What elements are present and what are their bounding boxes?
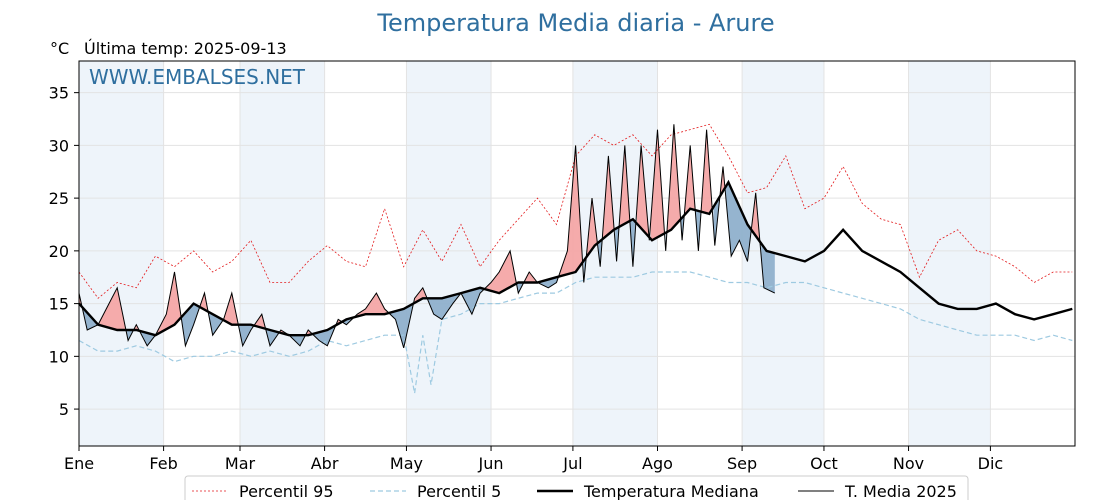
fill-below-median xyxy=(390,302,415,348)
fill-above-median xyxy=(650,129,666,241)
legend-label-median: Temperatura Mediana xyxy=(583,482,759,500)
fill-above-median xyxy=(684,145,696,215)
x-tick-label: Feb xyxy=(149,454,177,473)
y-tick-label: 35 xyxy=(49,84,69,103)
plot-frame xyxy=(78,60,1076,447)
series-line-median xyxy=(78,179,1073,337)
fill-below-median xyxy=(181,303,201,346)
fill-below-median xyxy=(290,335,306,346)
x-tick-label: Ago xyxy=(642,454,673,473)
y-tick-label: 15 xyxy=(49,295,69,314)
fill-above-median xyxy=(559,145,584,277)
x-tick-label: Jun xyxy=(478,454,504,473)
fill-above-median xyxy=(667,124,681,232)
legend-label-current: T. Media 2025 xyxy=(844,482,957,500)
series-line-current xyxy=(78,124,776,349)
fill-above-median xyxy=(354,293,391,318)
x-axis-ticks: Ene Feb Mar Abr May Jun Jul Ago Sep Oct Nov Dic xyxy=(64,446,1003,473)
fill-above-median xyxy=(602,155,616,239)
y-tick-label: 20 xyxy=(49,242,69,261)
month-band xyxy=(79,61,164,446)
month-band xyxy=(239,61,325,446)
fill-below-median xyxy=(583,256,587,283)
chart-title: Temperatura Media diaria - Arure xyxy=(376,9,774,37)
fill-below-median xyxy=(538,276,560,288)
month-bands xyxy=(79,61,991,446)
month-band xyxy=(572,61,658,446)
fill-above-median xyxy=(414,287,429,303)
month-band xyxy=(908,61,991,446)
fill-above-median xyxy=(98,287,127,330)
fill-below-median xyxy=(208,311,224,336)
legend: Percentil 95 Percentil 5 Temperatura Media… xyxy=(184,475,969,500)
fill-above-median xyxy=(701,129,714,214)
x-tick-label: May xyxy=(390,454,423,473)
y-tick-label: 30 xyxy=(49,136,69,155)
fill-below-median xyxy=(695,210,702,251)
fill-below-median xyxy=(725,182,752,262)
x-tick-label: Sep xyxy=(727,454,757,473)
month-band xyxy=(742,61,824,446)
x-tick-label: Oct xyxy=(810,454,838,473)
series-line-p95 xyxy=(78,123,1073,299)
x-tick-label: Dic xyxy=(978,454,1004,473)
fill-above-median xyxy=(586,198,598,257)
fill-below-median xyxy=(462,287,486,315)
y-tick-label: 5 xyxy=(59,400,69,419)
x-tick-label: Ene xyxy=(64,454,94,473)
series-lines xyxy=(78,123,1073,394)
last-update-label: Última temp: 2025-09-13 xyxy=(84,39,287,58)
x-tick-label: Mar xyxy=(225,454,256,473)
y-tick-label: 25 xyxy=(49,189,69,208)
x-tick-label: Nov xyxy=(893,454,924,473)
x-tick-label: Abr xyxy=(311,454,339,473)
fill-above-median xyxy=(619,145,631,227)
y-tick-label: 10 xyxy=(49,347,69,366)
fill-above-median xyxy=(255,314,266,329)
y-axis-ticks: 5 10 15 20 25 30 35 xyxy=(49,84,79,419)
x-tick-label: Jul xyxy=(562,454,582,473)
month-band xyxy=(406,61,492,446)
fill-below-median xyxy=(428,293,461,320)
legend-label-p95: Percentil 95 xyxy=(239,482,334,500)
fill-above-median xyxy=(223,293,239,325)
fill-below-median xyxy=(761,243,775,294)
series-line-p5 xyxy=(78,271,1073,394)
legend-label-p5: Percentil 5 xyxy=(417,482,501,500)
fill-above-median xyxy=(485,250,517,294)
legend-box xyxy=(184,475,969,500)
watermark: WWW.EMBALSES.NET xyxy=(89,65,306,89)
unit-label: °C xyxy=(50,39,69,58)
fill-above-median xyxy=(637,145,650,238)
